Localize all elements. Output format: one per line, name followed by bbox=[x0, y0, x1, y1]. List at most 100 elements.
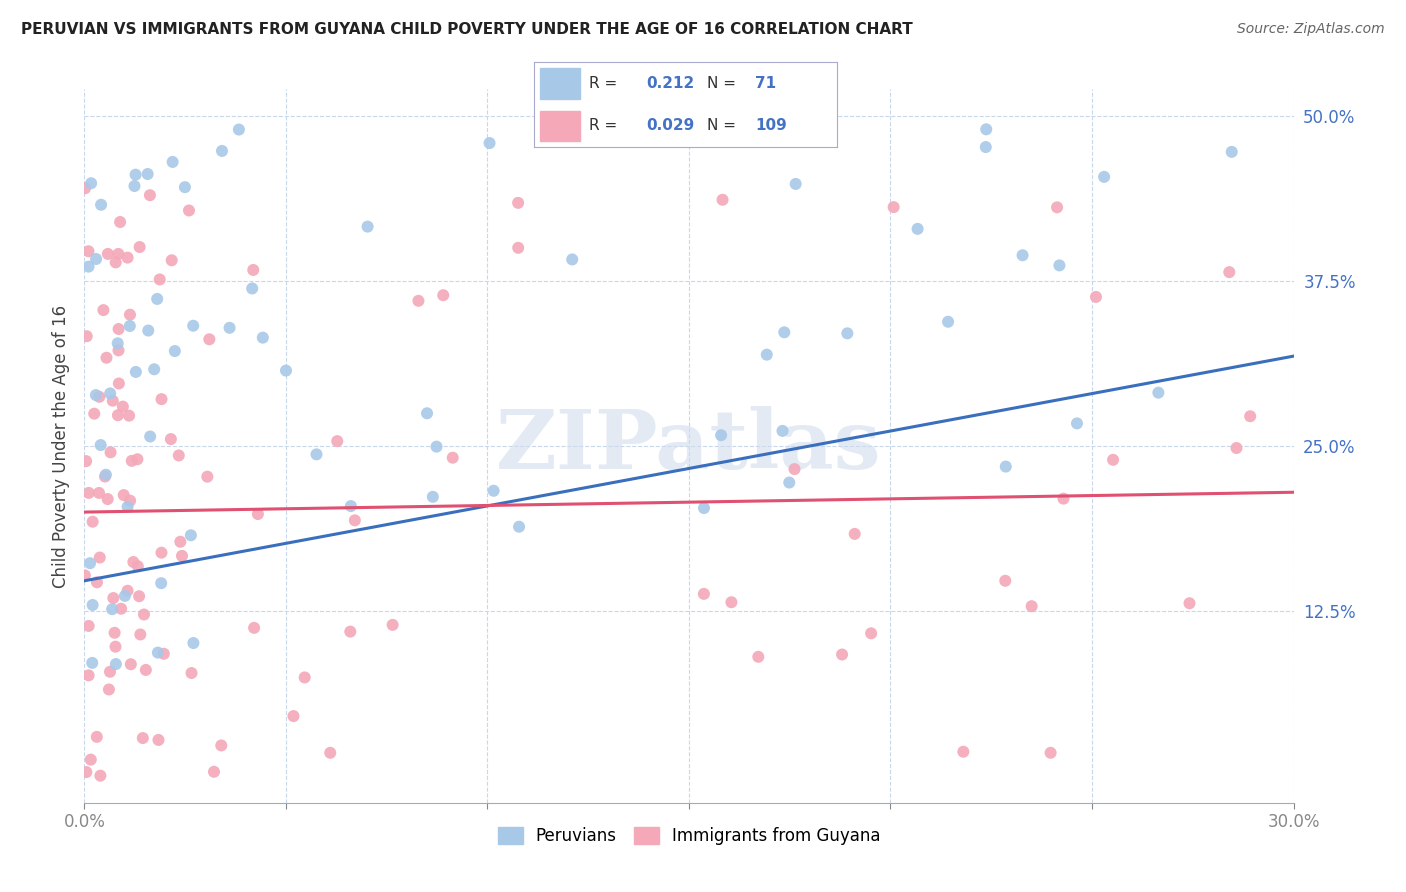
Point bbox=[508, 195, 530, 210]
Point bbox=[561, 252, 583, 267]
Point bbox=[84, 252, 107, 266]
Point bbox=[103, 591, 125, 605]
Point bbox=[174, 180, 197, 194]
Point bbox=[710, 428, 733, 442]
Point bbox=[118, 318, 141, 333]
Point bbox=[180, 666, 202, 681]
Point bbox=[228, 122, 250, 136]
Point bbox=[218, 321, 240, 335]
Point bbox=[118, 308, 141, 322]
Point bbox=[773, 326, 796, 340]
Point bbox=[339, 624, 361, 639]
Point bbox=[150, 546, 173, 560]
Point bbox=[94, 469, 117, 483]
Point bbox=[98, 665, 121, 679]
Point bbox=[381, 618, 404, 632]
Point bbox=[211, 144, 233, 158]
Point bbox=[1220, 145, 1243, 159]
Point bbox=[1178, 596, 1201, 610]
Point bbox=[77, 244, 100, 259]
Bar bbox=[540, 111, 579, 141]
Point bbox=[117, 583, 139, 598]
Point bbox=[198, 332, 221, 346]
Point bbox=[124, 168, 146, 182]
Point bbox=[89, 550, 111, 565]
Point bbox=[242, 263, 264, 277]
Point bbox=[104, 657, 127, 672]
Bar bbox=[540, 69, 579, 99]
Point bbox=[121, 454, 143, 468]
Text: R =: R = bbox=[589, 76, 621, 91]
Point bbox=[936, 315, 959, 329]
Point bbox=[110, 601, 132, 615]
Point bbox=[73, 181, 96, 195]
Point bbox=[84, 388, 107, 402]
Point bbox=[1085, 290, 1108, 304]
Point bbox=[89, 769, 111, 783]
Point bbox=[1039, 746, 1062, 760]
Point bbox=[160, 253, 183, 268]
Point bbox=[83, 407, 105, 421]
Point bbox=[274, 363, 297, 377]
Point bbox=[994, 574, 1017, 588]
Point bbox=[478, 136, 501, 150]
Point bbox=[1047, 259, 1070, 273]
Point bbox=[139, 188, 162, 202]
Point bbox=[77, 486, 100, 500]
Point bbox=[747, 649, 769, 664]
Point bbox=[82, 598, 104, 612]
Point bbox=[169, 534, 191, 549]
Point bbox=[128, 589, 150, 603]
Point bbox=[86, 730, 108, 744]
Point bbox=[143, 362, 166, 376]
Point bbox=[326, 434, 349, 449]
Point bbox=[120, 493, 142, 508]
Point bbox=[952, 745, 974, 759]
Text: PERUVIAN VS IMMIGRANTS FROM GUYANA CHILD POVERTY UNDER THE AGE OF 16 CORRELATION: PERUVIAN VS IMMIGRANTS FROM GUYANA CHILD… bbox=[21, 22, 912, 37]
Point bbox=[100, 445, 122, 459]
Point bbox=[883, 200, 905, 214]
Point bbox=[120, 657, 142, 672]
Point bbox=[82, 515, 104, 529]
Point bbox=[1147, 385, 1170, 400]
Text: N =: N = bbox=[707, 76, 741, 91]
Point bbox=[252, 331, 274, 345]
Point bbox=[1066, 417, 1088, 431]
Point bbox=[693, 501, 716, 516]
Point bbox=[104, 255, 127, 269]
Point bbox=[89, 390, 111, 404]
Point bbox=[181, 318, 204, 333]
Point bbox=[146, 292, 169, 306]
Point bbox=[73, 568, 96, 582]
Point bbox=[98, 386, 121, 401]
Point bbox=[1239, 409, 1261, 424]
Text: ZIPatlas: ZIPatlas bbox=[496, 406, 882, 486]
Point bbox=[243, 621, 266, 635]
Point bbox=[202, 764, 225, 779]
Point bbox=[785, 177, 807, 191]
Text: Source: ZipAtlas.com: Source: ZipAtlas.com bbox=[1237, 22, 1385, 37]
Point bbox=[136, 324, 159, 338]
Point bbox=[86, 575, 108, 590]
Point bbox=[844, 527, 866, 541]
Point bbox=[163, 344, 186, 359]
Point bbox=[117, 251, 139, 265]
Point bbox=[482, 483, 505, 498]
Point bbox=[1102, 452, 1125, 467]
Text: 71: 71 bbox=[755, 76, 776, 91]
Point bbox=[75, 765, 97, 780]
Point bbox=[441, 450, 464, 465]
Point bbox=[693, 587, 716, 601]
Text: 109: 109 bbox=[755, 119, 787, 134]
Point bbox=[108, 215, 131, 229]
Point bbox=[127, 559, 149, 574]
Point bbox=[994, 459, 1017, 474]
Point bbox=[425, 440, 447, 454]
Point bbox=[150, 392, 173, 406]
Point bbox=[111, 400, 134, 414]
Point bbox=[101, 393, 124, 408]
Point bbox=[124, 179, 146, 194]
Point bbox=[87, 486, 110, 500]
Y-axis label: Child Poverty Under the Age of 16: Child Poverty Under the Age of 16 bbox=[52, 304, 70, 588]
Point bbox=[127, 452, 149, 467]
